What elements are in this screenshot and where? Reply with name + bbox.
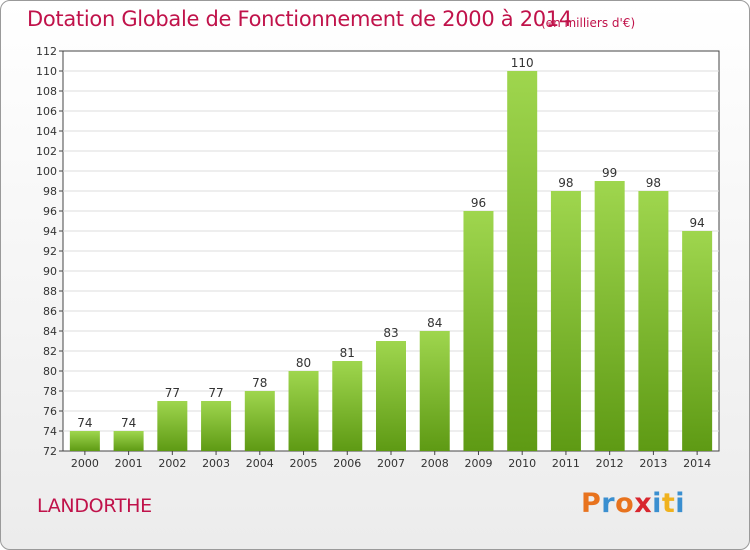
data-label: 98 [646,176,661,190]
bar [463,211,494,451]
data-label: 99 [602,166,617,180]
x-tick-label: 2005 [290,457,318,470]
logo-letter: i [675,488,686,519]
y-tick-label: 78 [43,385,57,398]
x-tick-label: 2004 [246,457,274,470]
x-tick-label: 2000 [71,457,99,470]
bar [113,431,144,451]
data-label: 74 [77,416,92,430]
x-tick-label: 2006 [333,457,361,470]
y-tick-label: 100 [36,165,57,178]
data-label: 83 [383,326,398,340]
y-tick-label: 98 [43,185,57,198]
y-tick-label: 102 [36,145,57,158]
data-label: 81 [340,346,355,360]
y-tick-label: 76 [43,405,57,418]
x-tick-label: 2010 [508,457,536,470]
y-tick-label: 104 [36,125,57,138]
data-label: 96 [471,196,486,210]
y-tick-label: 74 [43,425,57,438]
y-tick-label: 96 [43,205,57,218]
data-label: 110 [511,56,534,70]
data-label: 94 [689,216,704,230]
bar [419,331,450,451]
commune-name: LANDORTHE [37,495,152,517]
bar [594,181,625,451]
bar [376,341,406,451]
y-tick-label: 108 [36,85,57,98]
bar [157,401,188,451]
y-tick-label: 82 [43,345,57,358]
y-tick-label: 86 [43,305,57,318]
bar [69,431,100,451]
x-tick-label: 2001 [115,457,143,470]
x-tick-label: 2011 [552,457,580,470]
bar [682,231,713,451]
data-label: 98 [558,176,573,190]
logo-letter: t [661,488,676,519]
x-tick-label: 2007 [377,457,405,470]
data-label: 77 [208,386,223,400]
chart-title: Dotation Globale de Fonctionnement de 20… [27,7,572,31]
logo-letter: o [615,488,635,519]
y-tick-label: 112 [36,45,57,58]
x-tick-label: 2002 [158,457,186,470]
y-tick-label: 92 [43,245,57,258]
bar [638,191,669,451]
y-tick-label: 94 [43,225,57,238]
x-tick-label: 2012 [596,457,624,470]
y-tick-label: 80 [43,365,57,378]
proxiti-logo: Proxiti [581,488,685,519]
chart-unit-note: (en milliers d'€) [541,16,636,30]
y-tick-label: 84 [43,325,57,338]
x-tick-label: 2014 [683,457,711,470]
x-tick-label: 2009 [464,457,492,470]
y-tick-label: 106 [36,105,57,118]
data-label: 78 [252,376,267,390]
bar [507,71,538,451]
bar [244,391,275,451]
data-label: 74 [121,416,136,430]
y-tick-label: 110 [36,65,57,78]
x-tick-label: 2013 [639,457,667,470]
logo-letter: P [581,488,602,519]
bar [201,401,232,451]
y-tick-label: 88 [43,285,57,298]
y-tick-label: 72 [43,445,57,458]
data-label: 77 [165,386,180,400]
x-tick-label: 2003 [202,457,230,470]
bar [332,361,363,451]
logo-letter: i [652,488,662,519]
logo-letter: r [601,488,616,519]
logo-letter: x [634,488,653,519]
data-label: 80 [296,356,311,370]
x-tick-label: 2008 [421,457,449,470]
bar [288,371,319,451]
data-label: 84 [427,316,442,330]
bar [550,191,581,451]
y-tick-label: 90 [43,265,57,278]
